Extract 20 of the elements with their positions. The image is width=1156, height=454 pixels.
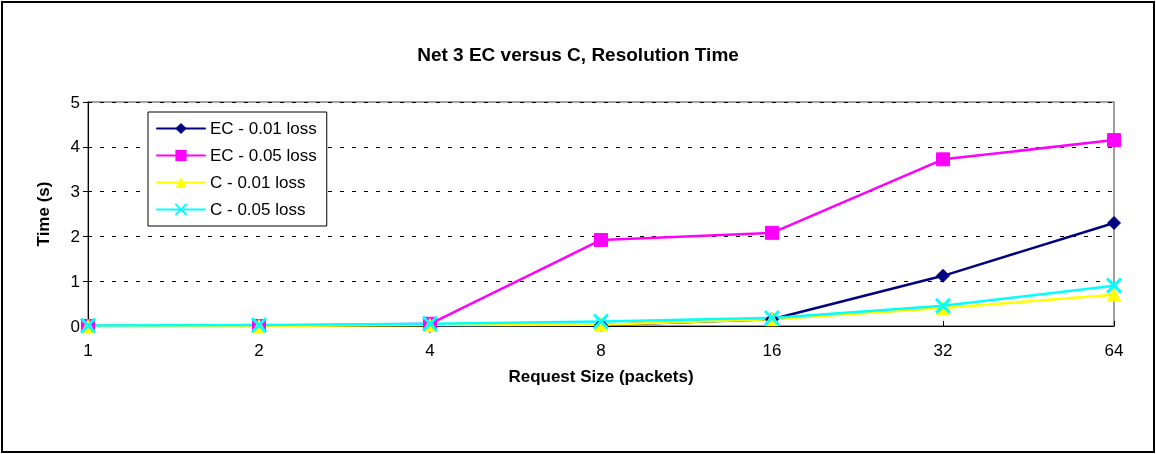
- legend-label: EC - 0.05 loss: [210, 146, 317, 165]
- y-tick-label: 5: [70, 92, 80, 112]
- y-tick-label: 2: [70, 226, 80, 246]
- x-tick-label: 64: [1104, 341, 1124, 360]
- y-tick-label: 4: [70, 137, 80, 157]
- x-tick-label: 32: [933, 341, 953, 360]
- legend-label: C - 0.05 loss: [210, 200, 306, 219]
- y-tick-label: 3: [70, 182, 80, 202]
- x-tick-label: 2: [254, 341, 264, 360]
- y-tick-label: 0: [70, 316, 80, 336]
- x-tick-label: 8: [596, 341, 606, 360]
- x-tick-label: 16: [762, 341, 782, 360]
- legend-label: EC - 0.01 loss: [210, 119, 317, 138]
- y-tick-label: 1: [70, 271, 80, 291]
- x-tick-label: 4: [425, 341, 435, 360]
- y-axis-title: Time (s): [34, 181, 53, 247]
- legend-label: C - 0.01 loss: [210, 173, 306, 192]
- x-axis-title: Request Size (packets): [508, 367, 694, 386]
- x-tick-label: 1: [83, 341, 93, 360]
- chart-title: Net 3 EC versus C, Resolution Time: [417, 44, 739, 65]
